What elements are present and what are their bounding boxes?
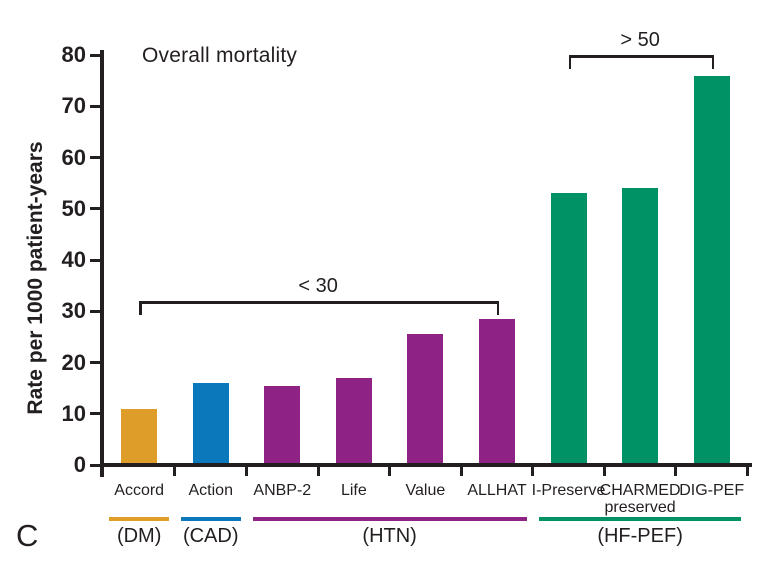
x-label-accord: Accord <box>114 482 165 499</box>
x-tick <box>388 466 392 476</box>
y-tick-label: 50 <box>61 195 86 221</box>
bar-life <box>335 377 372 465</box>
group-label-cad: (CAD) <box>182 525 239 547</box>
y-tick <box>90 156 100 159</box>
bracket-50-tick-left <box>568 55 572 69</box>
bracket-30-label: < 30 <box>298 275 338 297</box>
y-tick-label: 40 <box>61 247 86 272</box>
x-label-life: Life <box>340 482 367 499</box>
y-tick <box>90 104 100 108</box>
y-tick-label: 80 <box>61 42 86 67</box>
bar-allhat <box>478 318 515 465</box>
chart-title: Overall mortality <box>142 44 298 67</box>
bar-i-preserve <box>550 193 587 465</box>
y-axis-line <box>100 50 104 477</box>
x-label-i-preserve: I-Preserve <box>531 482 606 499</box>
x-tick <box>745 466 749 476</box>
panel-letter: C <box>16 518 39 553</box>
y-tick <box>90 207 100 211</box>
bracket-50-tick-right <box>711 55 715 69</box>
bar-anbp-2 <box>264 385 301 465</box>
x-label-allhat: ALLHAT <box>467 482 527 499</box>
group-label-dm: (DM) <box>116 525 162 547</box>
x-label-line2: preserved <box>604 499 676 516</box>
group-line-dm <box>109 517 169 521</box>
bracket-50-line <box>568 55 715 58</box>
x-tick <box>459 466 463 476</box>
x-tick <box>531 466 535 476</box>
y-tick-label: 30 <box>61 298 86 324</box>
bracket-30-tick-left <box>139 301 142 315</box>
y-tick-label: 20 <box>61 349 86 375</box>
y-tick <box>90 412 100 416</box>
x-label-anbp-2: ANBP-2 <box>253 482 312 499</box>
x-label-value: Value <box>405 482 446 499</box>
bar-dig-pef <box>693 75 730 465</box>
bracket-30-tick-right <box>496 301 500 315</box>
group-line-hf-pef <box>538 517 742 521</box>
y-tick <box>90 53 100 57</box>
y-tick-label: 60 <box>61 144 86 170</box>
bracket-50-label: > 50 <box>620 29 660 51</box>
y-tick <box>90 463 100 467</box>
group-label-hf-pef: (HF-PEF) <box>597 525 683 547</box>
x-axis-line <box>100 463 752 467</box>
bar-charmed <box>622 188 659 465</box>
bar-accord <box>121 408 158 465</box>
y-tick <box>90 258 100 262</box>
x-tick <box>602 466 606 476</box>
bar-action <box>192 383 229 465</box>
y-tick-label: 10 <box>61 400 86 426</box>
group-line-cad <box>180 517 241 521</box>
y-tick-label: 70 <box>61 93 86 119</box>
x-tick <box>316 466 320 476</box>
x-tick <box>674 466 678 476</box>
group-label-htn: (HTN) <box>362 525 417 547</box>
x-label-action: Action <box>188 482 233 499</box>
x-label-charmed: CHARMED preserved <box>599 482 681 516</box>
x-tick <box>173 466 177 476</box>
bracket-30-line <box>139 301 500 304</box>
y-tick <box>90 361 100 364</box>
bar-value <box>407 334 444 465</box>
x-label-dig-pef: DIG-PEF <box>679 482 745 499</box>
group-line-htn <box>252 517 527 521</box>
y-tick <box>90 309 100 313</box>
x-tick <box>245 466 249 476</box>
y-tick-label: 0 <box>73 452 86 477</box>
